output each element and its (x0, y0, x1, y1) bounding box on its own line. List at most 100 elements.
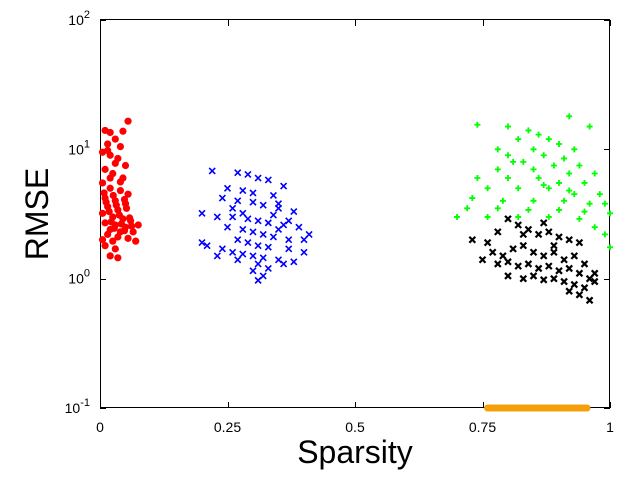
data-point (540, 181, 547, 188)
data-point (570, 280, 579, 289)
x-tick-label: 1 (606, 419, 614, 435)
data-point (539, 252, 548, 260)
data-point (499, 252, 507, 260)
data-point (218, 245, 226, 253)
data-point (469, 195, 476, 202)
data-point (269, 211, 277, 219)
y-tick-label: 10-1 (65, 397, 90, 416)
data-point (540, 152, 547, 159)
data-point (464, 205, 471, 212)
series-3 (468, 215, 599, 305)
data-point (556, 140, 562, 147)
data-point (285, 236, 293, 244)
data-point (234, 169, 242, 177)
x-tick-label: 0.25 (214, 419, 241, 435)
data-point (305, 230, 313, 238)
x-tick-label: 0 (96, 419, 104, 435)
data-point (591, 170, 598, 177)
series-1 (198, 167, 313, 284)
data-point (576, 215, 583, 222)
data-point (530, 166, 537, 173)
data-point (280, 260, 288, 268)
data-point (254, 242, 262, 250)
data-point (229, 248, 237, 256)
data-point (120, 195, 129, 204)
data-point (117, 220, 126, 228)
data-point (122, 204, 131, 212)
data-point (560, 255, 568, 264)
data-point (529, 248, 538, 257)
data-point (539, 219, 548, 227)
data-point (101, 242, 109, 250)
x-tick-label: 0.5 (345, 419, 365, 435)
data-point (111, 245, 119, 253)
data-point (525, 206, 532, 213)
data-point (505, 123, 511, 130)
data-point (596, 191, 603, 198)
data-point (575, 269, 584, 278)
data-point (285, 245, 293, 253)
data-point (555, 233, 563, 241)
data-point (234, 256, 242, 264)
data-point (530, 146, 537, 153)
data-point (550, 248, 558, 257)
data-point (519, 230, 528, 239)
data-point (505, 152, 511, 159)
data-point (478, 255, 487, 264)
data-point (580, 284, 589, 292)
y-axis-title: RMSE (19, 168, 55, 260)
data-point (505, 175, 511, 182)
data-point (254, 174, 262, 182)
data-point (545, 213, 552, 220)
data-point (494, 205, 501, 212)
data-point (504, 215, 512, 223)
data-point (290, 258, 298, 266)
data-point (556, 179, 562, 186)
data-point (576, 162, 583, 169)
data-point (120, 227, 129, 235)
y-tick-exponent: 2 (84, 9, 90, 21)
data-point (499, 197, 506, 204)
data-point (259, 201, 267, 209)
data-point (223, 184, 232, 192)
data-point (259, 254, 267, 262)
data-point (98, 179, 107, 187)
data-point (121, 161, 130, 170)
data-points-layer (98, 113, 613, 305)
data-point (110, 224, 118, 232)
data-point (515, 136, 522, 143)
data-point (560, 277, 568, 286)
data-point (101, 165, 109, 173)
x-axis-title: Sparsity (297, 434, 413, 470)
data-point (586, 200, 593, 207)
data-point (581, 179, 588, 186)
data-point (223, 223, 232, 231)
data-point (484, 213, 491, 220)
x-tick-label: 0.75 (469, 419, 496, 435)
data-point (239, 186, 247, 195)
data-point (535, 131, 542, 138)
data-point (530, 197, 537, 204)
data-point (119, 127, 127, 135)
data-point (580, 260, 589, 268)
data-point (295, 223, 303, 231)
data-point (229, 204, 237, 212)
y-tick-label: 101 (68, 138, 90, 157)
data-point (529, 272, 538, 280)
data-point (124, 117, 132, 125)
data-point (259, 230, 267, 238)
data-point (550, 241, 558, 250)
data-point (101, 219, 109, 227)
data-point (519, 274, 528, 283)
y-tick-base: 10 (68, 141, 84, 157)
data-point (525, 127, 532, 134)
data-point (100, 189, 108, 197)
data-point (109, 237, 117, 245)
data-point (104, 140, 112, 148)
data-point (114, 233, 122, 241)
data-point (534, 264, 543, 273)
data-point (218, 194, 226, 202)
data-point (128, 222, 136, 230)
